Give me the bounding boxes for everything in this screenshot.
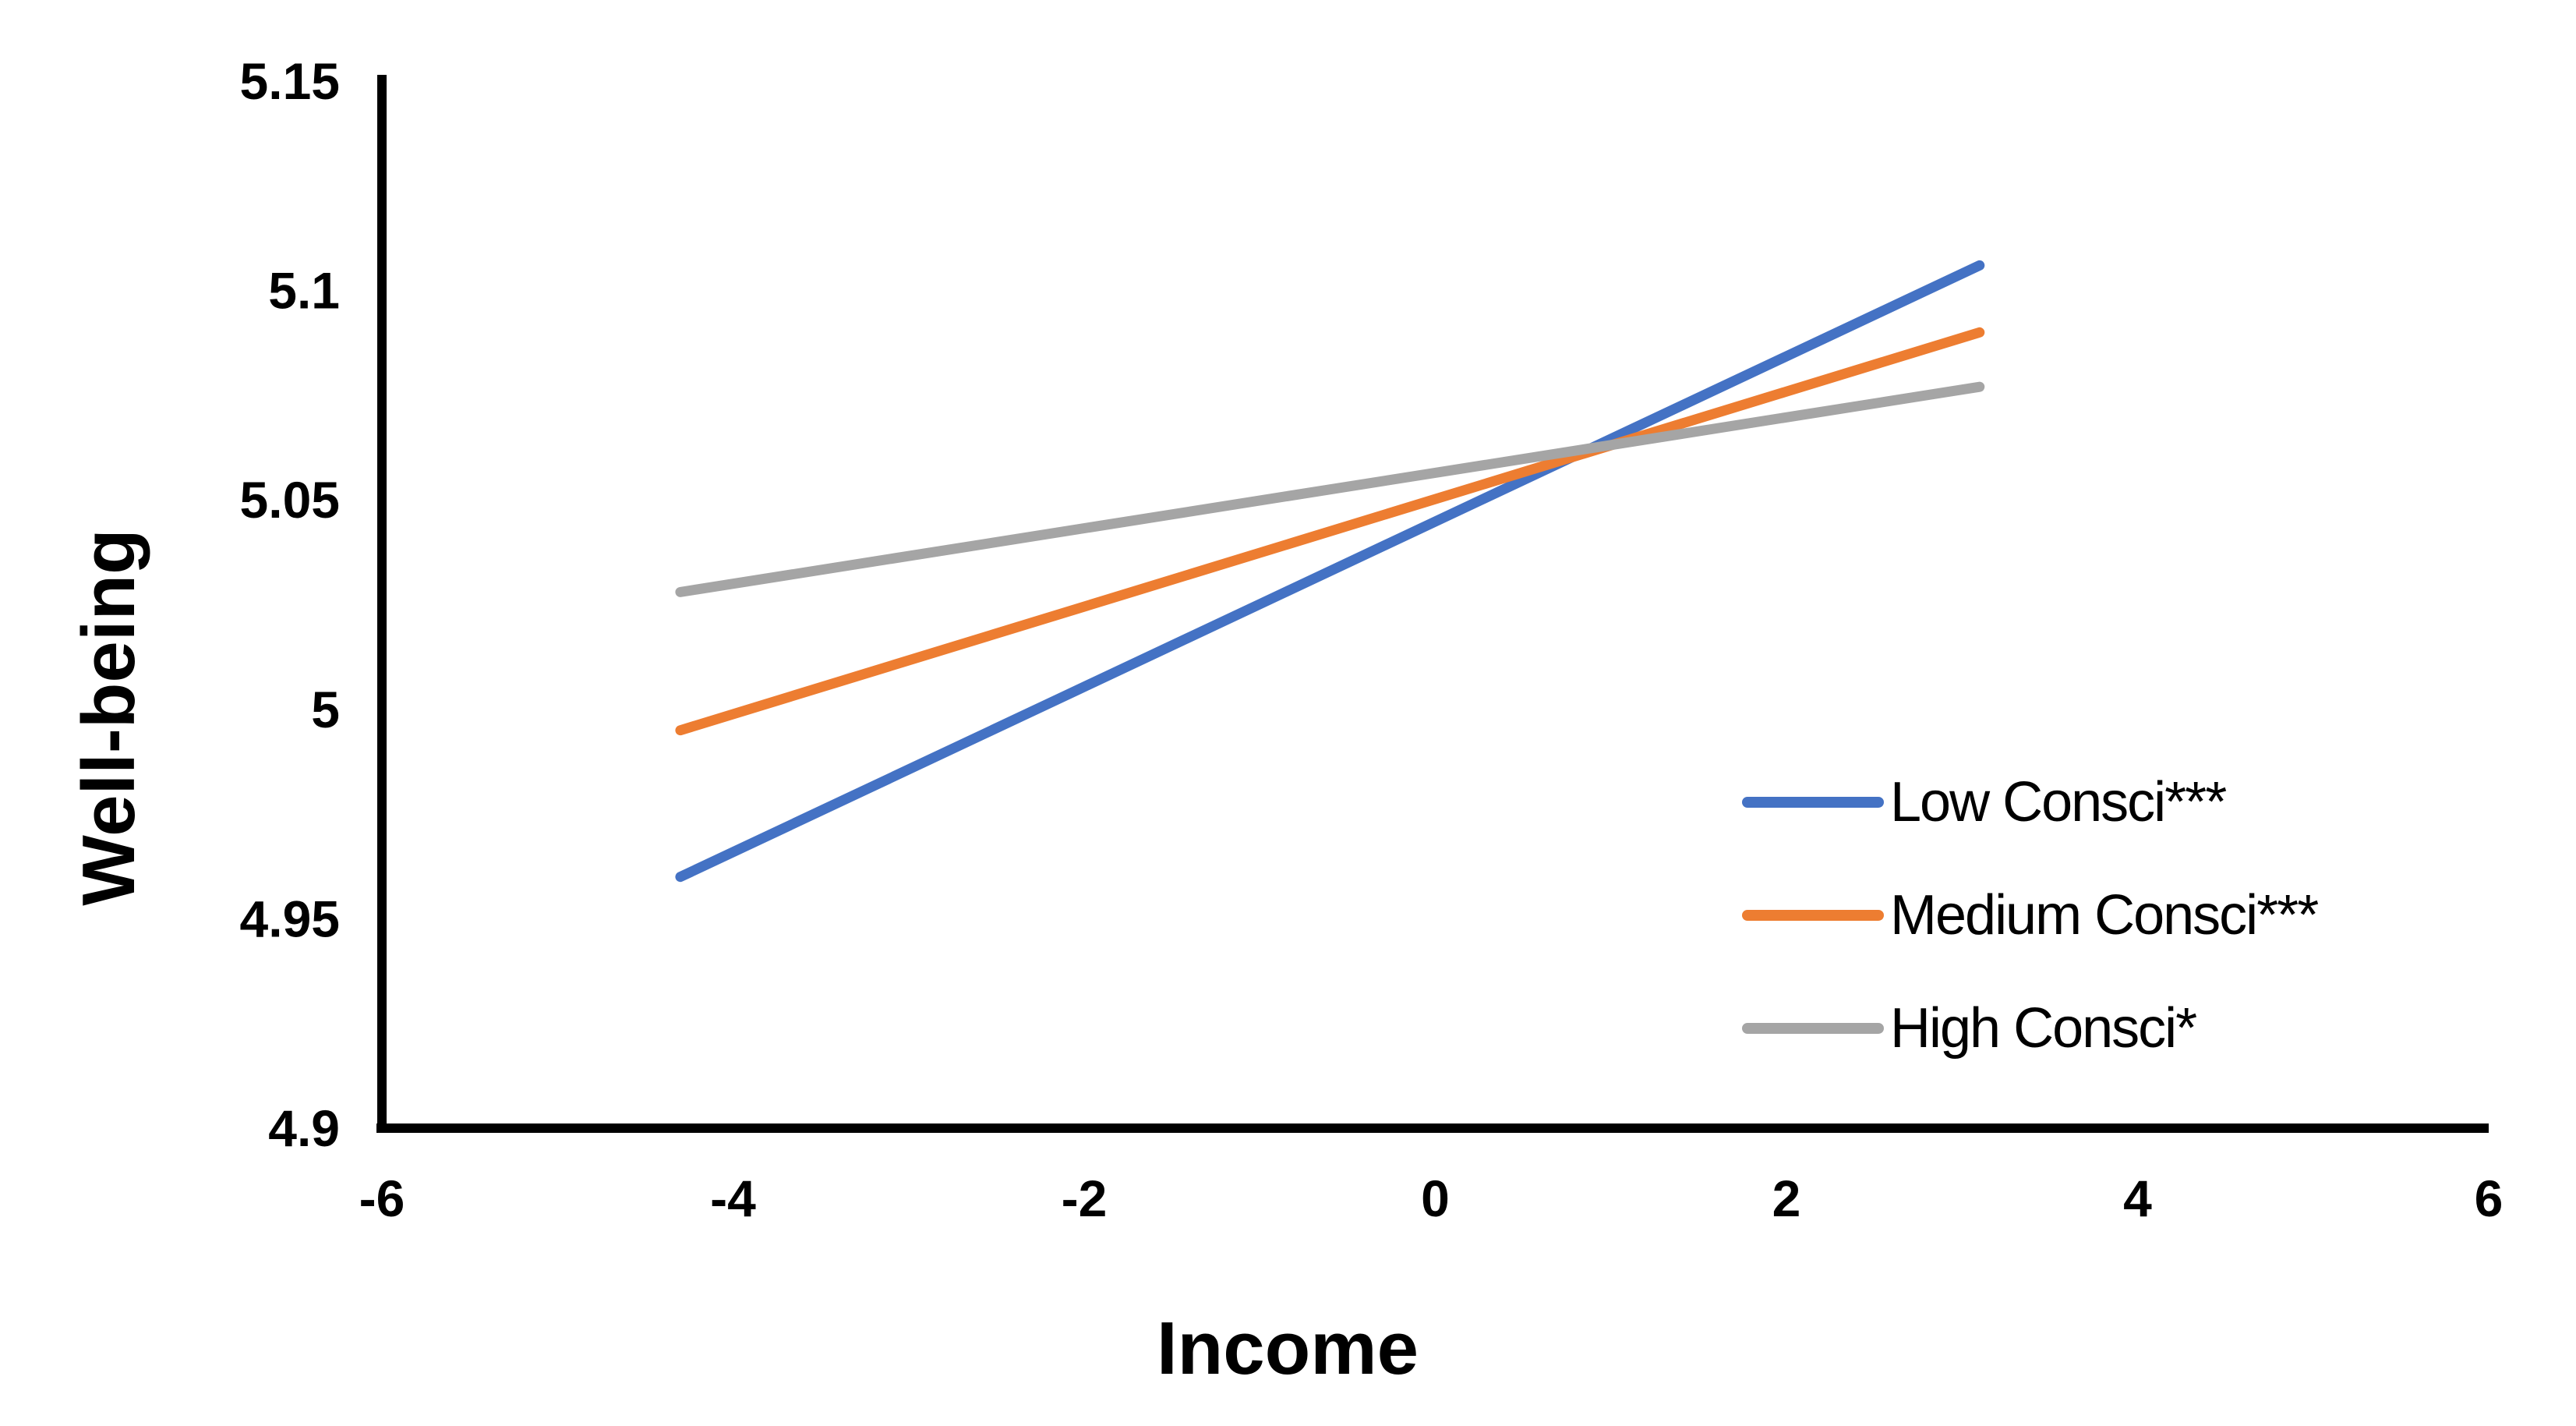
y-tick-label: 5.1 <box>268 262 340 320</box>
x-tick-label: -6 <box>359 1169 405 1227</box>
series-lines <box>675 260 1985 883</box>
x-tick-label: -2 <box>1062 1169 1108 1227</box>
x-tick-label: 2 <box>1772 1169 1801 1227</box>
x-tick-label: 6 <box>2475 1169 2504 1227</box>
legend-label: Low Consci*** <box>1890 771 2226 833</box>
series-line-medium-consci <box>675 327 1985 736</box>
y-tick-label: 5.15 <box>240 52 340 110</box>
series-line-low-consci <box>675 260 1985 883</box>
legend-label: High Consci* <box>1890 997 2196 1060</box>
y-tick-label: 4.9 <box>268 1099 340 1157</box>
y-tick-label: 5 <box>311 681 340 738</box>
x-axis-tick-labels: -6 -4 -2 0 2 4 6 <box>359 1169 2504 1227</box>
x-axis-title: Income <box>1157 1307 1419 1390</box>
y-tick-label: 4.95 <box>240 890 340 947</box>
y-axis-tick-labels: 4.9 4.95 5 5.05 5.1 5.15 <box>240 52 340 1157</box>
y-tick-label: 5.05 <box>240 471 340 529</box>
legend: Low Consci*** Medium Consci*** High Consci… <box>1742 771 2320 1060</box>
legend-label: Medium Consci*** <box>1890 884 2318 947</box>
axes <box>376 75 2489 1133</box>
x-tick-label: 4 <box>2123 1169 2152 1227</box>
x-tick-label: -4 <box>710 1169 756 1227</box>
x-tick-label: 0 <box>1421 1169 1450 1227</box>
y-axis-title: Well-being <box>67 529 150 906</box>
series-line-high-consci <box>675 381 1985 597</box>
